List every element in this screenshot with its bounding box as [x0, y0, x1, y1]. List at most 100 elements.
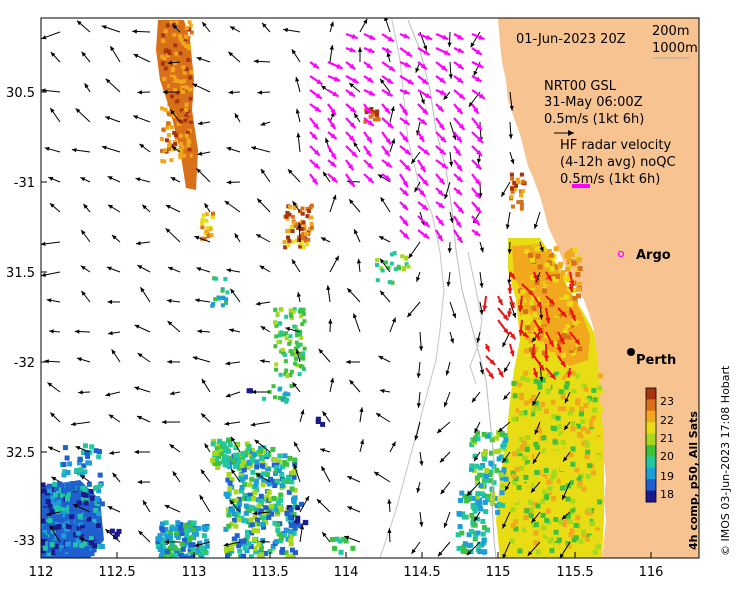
sst-pixel: [568, 452, 574, 458]
sst-pixel: [292, 487, 298, 493]
sst-pixel: [220, 448, 225, 454]
gsl-arrow: [440, 481, 451, 495]
sst-pixel: [289, 547, 295, 553]
gsl-arrow: [138, 530, 151, 543]
sst-pixel: [557, 406, 563, 412]
gsl-arrow: [443, 91, 451, 101]
sst-pixel: [406, 264, 411, 269]
gsl-arrow: [419, 511, 424, 527]
y-tick-label: -31: [14, 176, 35, 191]
sst-pixel: [462, 541, 468, 547]
sst-pixel: [469, 528, 475, 534]
sst-pixel: [216, 441, 222, 447]
sst-pixel: [187, 27, 192, 32]
sst-pixel: [575, 373, 581, 379]
sst-pixel: [275, 311, 280, 316]
sst-pixel: [41, 540, 45, 546]
sst-pixel: [184, 53, 189, 58]
hf-arrow: [327, 159, 337, 168]
hf-arrow: [399, 173, 409, 188]
sst-pixel: [200, 547, 205, 553]
sst-pixel: [163, 520, 169, 526]
sst-pixel: [53, 543, 59, 549]
sst-pixel: [472, 522, 478, 528]
sst-pixel: [237, 548, 243, 554]
sst-pixel: [482, 456, 487, 462]
sst-pixel: [155, 543, 161, 549]
x-tick-label: 116: [639, 565, 664, 580]
sst-pixel: [540, 476, 546, 482]
sst-pixel: [553, 529, 559, 535]
sst-pixel: [284, 368, 289, 373]
gsl-arrow: [192, 356, 211, 363]
sst-pixel: [229, 546, 235, 552]
sst-pixel: [275, 500, 281, 506]
sst-pixel: [72, 550, 78, 556]
sst-pixel: [511, 204, 515, 209]
hf-arrow: [471, 159, 482, 171]
sst-pixel: [231, 517, 237, 523]
colorbar-label: 4h comp, p50, All Sats: [687, 411, 700, 550]
gsl-arrow: [75, 446, 91, 453]
sst-pixel: [271, 384, 276, 389]
colorbar-tick-label: 18: [660, 488, 674, 501]
sst-pixel: [483, 509, 489, 515]
sst-pixel: [74, 468, 80, 474]
gsl-arrow: [389, 317, 396, 333]
sst-pixel: [301, 307, 306, 312]
sst-pixel: [545, 420, 550, 426]
gsl-arrow: [296, 132, 301, 153]
sst-pixel: [71, 536, 76, 542]
sst-pixel: [248, 554, 254, 558]
hf-arrow: [471, 131, 484, 144]
sst-pixel: [542, 489, 548, 495]
sst-pixel: [191, 527, 197, 533]
sst-pixel: [261, 471, 267, 477]
hf-arrow: [453, 215, 462, 228]
sst-pixel: [559, 489, 565, 495]
sst-pixel: [591, 387, 597, 393]
gsl-arrow: [285, 327, 301, 333]
sst-pixel: [93, 448, 99, 454]
sst-pixel: [485, 493, 491, 499]
sst-pixel: [589, 422, 594, 428]
sst-pixel: [256, 503, 262, 509]
sst-pixel: [551, 495, 557, 501]
sst-pixel: [284, 528, 290, 534]
sst-pixel: [210, 215, 215, 220]
hf-red-arrow: [568, 283, 574, 293]
sst-pixel: [273, 344, 278, 349]
sst-pixel: [239, 462, 245, 468]
hf-arrow: [453, 131, 463, 143]
sst-pixel: [273, 465, 279, 471]
sst-pixel: [223, 491, 229, 497]
gsl-arrow: [49, 329, 61, 334]
sst-pixel: [530, 522, 536, 528]
sst-pixel: [51, 506, 57, 512]
sst-pixel: [596, 544, 602, 550]
sst-pixel: [59, 505, 65, 511]
sst-pixel: [533, 400, 539, 406]
sst-pixel: [289, 486, 295, 492]
sst-pixel: [278, 535, 284, 541]
hf-red-arrow: [521, 331, 529, 339]
sst-pixel: [180, 89, 185, 94]
sst-pixel: [77, 456, 83, 462]
gsl-arrow: [449, 151, 454, 167]
sst-pixel: [258, 499, 264, 505]
sst-pixel: [477, 465, 483, 471]
sst-pixel: [84, 519, 90, 525]
sst-pixel: [283, 550, 289, 556]
sst-pixel: [179, 531, 185, 537]
sst-pixel: [575, 515, 581, 521]
sst-pixel: [236, 509, 242, 515]
sst-pixel: [173, 142, 178, 147]
sst-pixel: [76, 526, 82, 532]
sst-pixel: [553, 277, 559, 283]
sst-pixel: [171, 556, 176, 558]
hf-arrow: [309, 131, 318, 141]
sst-pixel: [522, 483, 528, 489]
sst-pixel: [540, 377, 546, 383]
sst-pixel: [544, 494, 550, 500]
sst-pixel: [583, 386, 589, 392]
